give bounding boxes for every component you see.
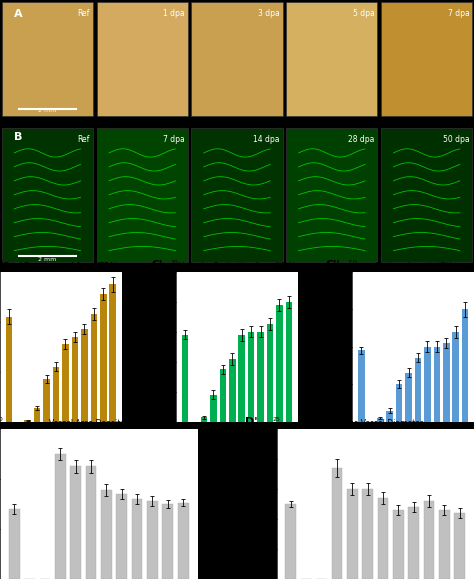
Bar [443, 343, 449, 422]
Title: Vessel Area Density (VAD): Vessel Area Density (VAD) [49, 419, 149, 428]
Bar [285, 504, 296, 579]
Bar [91, 314, 97, 422]
Bar [117, 494, 127, 579]
Bar [86, 466, 96, 579]
Text: 2 mm: 2 mm [38, 108, 56, 113]
Bar [248, 332, 255, 422]
Bar [393, 510, 404, 579]
Bar [132, 499, 143, 579]
Bar [72, 336, 78, 422]
Title: Vascular Projection Area (VPA): Vascular Projection Area (VPA) [179, 262, 295, 271]
Text: 60: 60 [0, 417, 4, 422]
Bar [286, 302, 292, 422]
Bar [408, 507, 419, 579]
Bar [62, 344, 69, 422]
Text: 14 dpa: 14 dpa [253, 135, 280, 144]
Bar [439, 510, 450, 579]
Text: D': D' [245, 417, 257, 427]
Bar [454, 513, 465, 579]
Bar [43, 379, 50, 422]
Bar [81, 329, 88, 422]
Bar [415, 358, 421, 422]
Title: Total Regenerated Area (TRA): Total Regenerated Area (TRA) [4, 262, 118, 271]
Bar [55, 454, 66, 579]
Text: A: A [14, 9, 23, 20]
X-axis label: dpa: dpa [406, 442, 420, 451]
Bar [267, 324, 273, 422]
Bar [229, 358, 236, 422]
Bar [182, 335, 188, 422]
Bar [452, 332, 459, 422]
Text: 7 dpa: 7 dpa [447, 9, 469, 19]
Text: C'': C'' [326, 259, 340, 269]
Text: 25: 25 [273, 417, 281, 422]
Y-axis label: [mm²]: [mm²] [143, 335, 152, 358]
Bar [386, 411, 393, 422]
Y-axis label: [m]: [m] [317, 340, 326, 353]
FancyBboxPatch shape [286, 2, 377, 116]
FancyBboxPatch shape [2, 128, 93, 262]
Bar [34, 408, 40, 422]
Bar [147, 501, 158, 579]
Bar [347, 489, 357, 579]
X-axis label: dpa: dpa [230, 442, 244, 451]
FancyBboxPatch shape [381, 2, 472, 116]
Bar [434, 347, 440, 422]
Bar [405, 373, 412, 422]
Bar [377, 418, 383, 422]
Bar [257, 332, 264, 422]
Bar [362, 489, 373, 579]
Bar [101, 490, 112, 579]
Text: 10: 10 [170, 259, 178, 265]
Bar [53, 367, 59, 422]
FancyBboxPatch shape [2, 2, 93, 116]
Bar [462, 309, 468, 422]
Text: 2.0: 2.0 [347, 259, 357, 265]
FancyBboxPatch shape [286, 128, 377, 262]
Bar [6, 317, 12, 422]
Text: Ref: Ref [78, 135, 90, 144]
Bar [424, 347, 431, 422]
FancyBboxPatch shape [97, 128, 188, 262]
Bar [70, 466, 81, 579]
Bar [219, 369, 226, 422]
Bar [163, 504, 173, 579]
Text: 2 mm: 2 mm [38, 256, 56, 262]
Title: Average Vessel Diameter: Average Vessel Diameter [327, 419, 423, 428]
Bar [238, 335, 245, 422]
Bar [378, 498, 388, 579]
Bar [331, 468, 342, 579]
Bar [109, 284, 116, 422]
Text: 1 dpa: 1 dpa [163, 9, 185, 19]
Bar [201, 417, 207, 422]
Bar [276, 305, 283, 422]
FancyBboxPatch shape [191, 128, 283, 262]
Text: 30: 30 [0, 259, 3, 265]
Text: 3 dpa: 3 dpa [258, 9, 280, 19]
Title: Contour Length (CL): Contour Length (CL) [374, 262, 452, 271]
Bar [25, 420, 31, 422]
FancyBboxPatch shape [191, 2, 283, 116]
Text: 28 dpa: 28 dpa [348, 135, 374, 144]
Bar [396, 384, 402, 422]
Bar [210, 395, 217, 422]
Bar [424, 501, 434, 579]
Bar [358, 350, 365, 422]
FancyBboxPatch shape [381, 128, 472, 262]
Y-axis label: [μm]: [μm] [243, 494, 252, 513]
Text: 5 dpa: 5 dpa [353, 9, 374, 19]
Text: C': C' [152, 259, 164, 269]
Text: Ref: Ref [78, 9, 90, 19]
Text: 7 dpa: 7 dpa [163, 135, 185, 144]
Text: B: B [14, 132, 23, 142]
Bar [9, 509, 20, 579]
Text: 50 dpa: 50 dpa [443, 135, 469, 144]
Bar [100, 294, 107, 422]
Bar [178, 503, 189, 579]
FancyBboxPatch shape [97, 2, 188, 116]
X-axis label: dpa: dpa [54, 442, 68, 451]
